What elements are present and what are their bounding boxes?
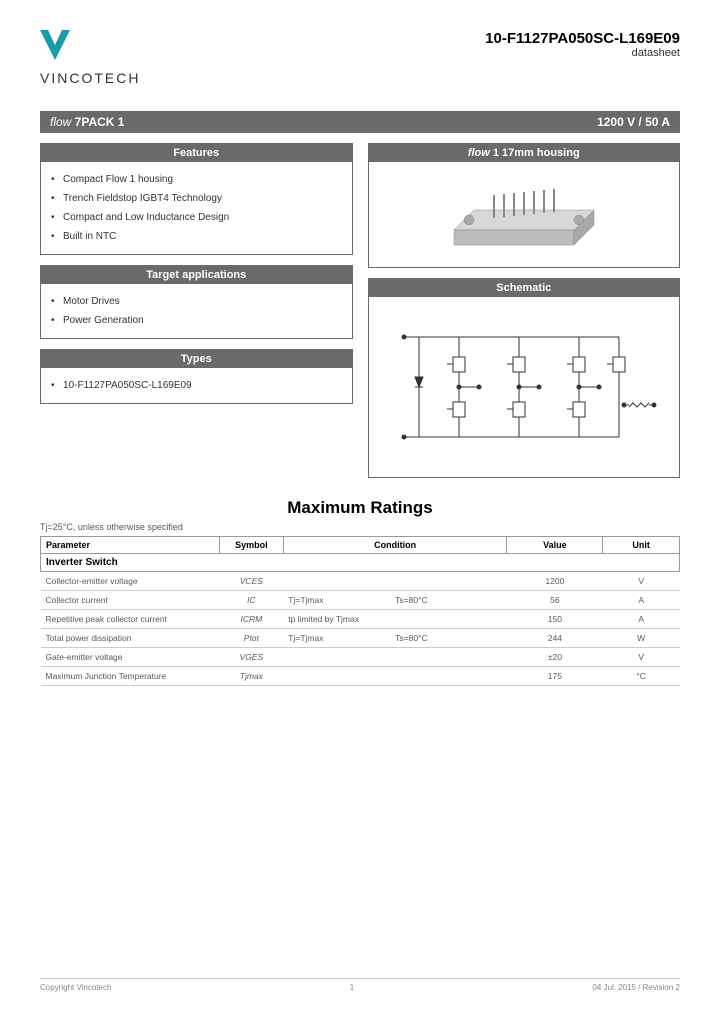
housing-title-rest: 1 17mm housing	[490, 147, 580, 159]
list-item: 10-F1127PA050SC-L169E09	[51, 376, 342, 395]
table-row: Repetitive peak collector current ICRM t…	[41, 610, 680, 629]
page-footer: Copyright Vincotech 1 04 Jul. 2015 / Rev…	[40, 978, 680, 992]
table-header-row: Parameter Symbol Condition Value Unit	[41, 537, 680, 554]
cell-symbol: Ptot	[219, 629, 283, 648]
cell-cond	[283, 648, 507, 667]
cell-unit: A	[603, 591, 680, 610]
target-apps-header: Target applications	[41, 266, 352, 284]
cell-cond	[283, 667, 507, 686]
subheader-label: Inverter Switch	[41, 554, 680, 572]
cell-unit: W	[603, 629, 680, 648]
page-header: VINCOTECH 10-F1127PA050SC-L169E09 datash…	[40, 30, 680, 86]
cell-symbol: Tjmax	[219, 667, 283, 686]
list-item: Compact and Low Inductance Design	[51, 208, 342, 227]
col-value: Value	[507, 537, 603, 554]
cell-param: Collector current	[41, 591, 220, 610]
module-3d-icon	[424, 170, 624, 260]
doc-subtitle: datasheet	[485, 47, 680, 59]
schematic-header: Schematic	[369, 279, 680, 297]
product-series: flow 7PACK 1	[50, 115, 124, 129]
datasheet-page: VINCOTECH 10-F1127PA050SC-L169E09 datash…	[0, 0, 720, 1012]
types-body: 10-F1127PA050SC-L169E09	[41, 368, 352, 403]
col-symbol: Symbol	[219, 537, 283, 554]
cell-symbol: VCES	[219, 572, 283, 591]
cell-param: Repetitive peak collector current	[41, 610, 220, 629]
part-number: 10-F1127PA050SC-L169E09	[485, 30, 680, 47]
cell-unit: V	[603, 572, 680, 591]
cell-symbol: ICRM	[219, 610, 283, 629]
circuit-schematic-icon	[389, 307, 659, 467]
table-row: Collector current IC Tj=TjmaxTs=80°C 56 …	[41, 591, 680, 610]
housing-image	[369, 162, 680, 267]
cell-val: 244	[507, 629, 603, 648]
cell-unit: A	[603, 610, 680, 629]
cell-cond: tp limited by Tjmax	[283, 610, 507, 629]
table-row: Total power dissipation Ptot Tj=TjmaxTs=…	[41, 629, 680, 648]
cell-symbol: VGES	[219, 648, 283, 667]
info-columns: Features Compact Flow 1 housing Trench F…	[40, 143, 680, 478]
right-column: flow 1 17mm housing	[368, 143, 681, 478]
cell-param: Gate-emitter voltage	[41, 648, 220, 667]
col-unit: Unit	[603, 537, 680, 554]
schematic-image	[369, 297, 680, 477]
cell-val: 56	[507, 591, 603, 610]
series-italic: flow	[50, 115, 71, 129]
cell-cond: Tj=TjmaxTs=80°C	[283, 629, 507, 648]
cell-val: 175	[507, 667, 603, 686]
footer-right: 04 Jul. 2015 / Revision 2	[592, 983, 680, 992]
types-header: Types	[41, 350, 352, 368]
footer-left: Copyright Vincotech	[40, 983, 111, 992]
cell-param: Collector-emitter voltage	[41, 572, 220, 591]
list-item: Built in NTC	[51, 227, 342, 246]
logo-block: VINCOTECH	[40, 30, 140, 86]
cell-param: Total power dissipation	[41, 629, 220, 648]
cell-cond	[283, 572, 507, 591]
logo-text: VINCOTECH	[40, 70, 140, 86]
housing-header: flow 1 17mm housing	[369, 144, 680, 162]
title-block: 10-F1127PA050SC-L169E09 datasheet	[485, 30, 680, 59]
series-name: 7PACK 1	[71, 115, 124, 129]
features-section: Features Compact Flow 1 housing Trench F…	[40, 143, 353, 255]
left-column: Features Compact Flow 1 housing Trench F…	[40, 143, 353, 478]
max-ratings-title: Maximum Ratings	[40, 498, 680, 518]
vincotech-logo-icon	[40, 30, 70, 65]
cell-val: 1200	[507, 572, 603, 591]
types-section: Types 10-F1127PA050SC-L169E09	[40, 349, 353, 404]
schematic-section: Schematic	[368, 278, 681, 478]
table-row: Collector-emitter voltage VCES 1200 V	[41, 572, 680, 591]
housing-section: flow 1 17mm housing	[368, 143, 681, 268]
cell-val: 150	[507, 610, 603, 629]
product-rating: 1200 V / 50 A	[597, 115, 670, 129]
table-row: Gate-emitter voltage VGES ±20 V	[41, 648, 680, 667]
features-header: Features	[41, 144, 352, 162]
cell-unit: V	[603, 648, 680, 667]
list-item: Power Generation	[51, 311, 342, 330]
footer-center: 1	[350, 983, 354, 992]
cell-val: ±20	[507, 648, 603, 667]
condition-note: Tj=25°C, unless otherwise specified	[40, 522, 680, 532]
list-item: Compact Flow 1 housing	[51, 170, 342, 189]
target-apps-body: Motor Drives Power Generation	[41, 284, 352, 338]
cell-param: Maximum Junction Temperature	[41, 667, 220, 686]
features-body: Compact Flow 1 housing Trench Fieldstop …	[41, 162, 352, 254]
table-row: Maximum Junction Temperature Tjmax 175 °…	[41, 667, 680, 686]
housing-title-italic: flow	[468, 147, 490, 159]
list-item: Motor Drives	[51, 292, 342, 311]
cell-unit: °C	[603, 667, 680, 686]
target-apps-section: Target applications Motor Drives Power G…	[40, 265, 353, 339]
list-item: Trench Fieldstop IGBT4 Technology	[51, 189, 342, 208]
col-condition: Condition	[283, 537, 507, 554]
product-bar: flow 7PACK 1 1200 V / 50 A	[40, 111, 680, 133]
table-subheader: Inverter Switch	[41, 554, 680, 572]
cell-symbol: IC	[219, 591, 283, 610]
col-parameter: Parameter	[41, 537, 220, 554]
cell-cond: Tj=TjmaxTs=80°C	[283, 591, 507, 610]
ratings-table: Parameter Symbol Condition Value Unit In…	[40, 536, 680, 686]
